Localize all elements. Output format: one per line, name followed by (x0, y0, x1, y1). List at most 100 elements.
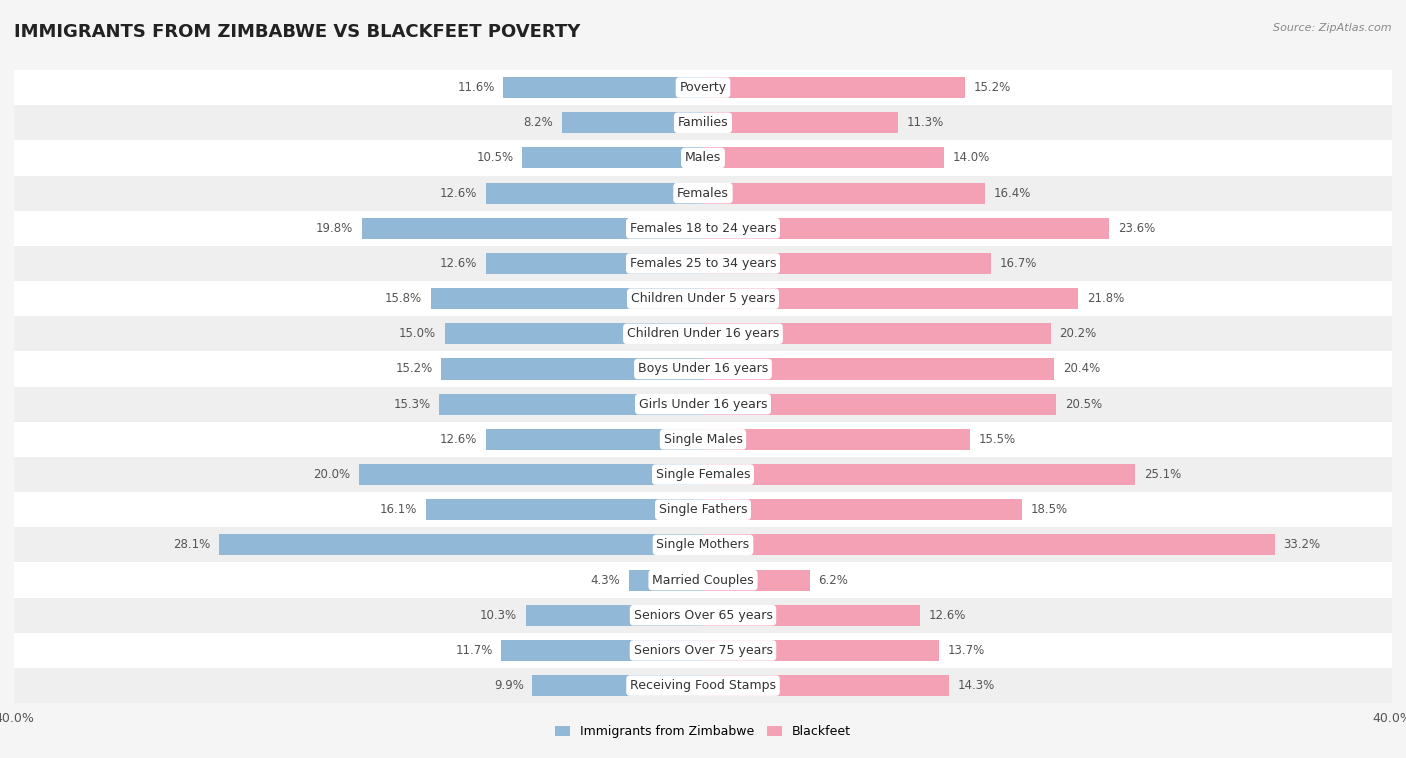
Bar (703, 429, 970, 450)
Bar (14, 528, 1392, 562)
Text: Single Males: Single Males (664, 433, 742, 446)
Text: 14.0%: 14.0% (953, 152, 990, 164)
Bar (502, 640, 703, 661)
Text: Girls Under 16 years: Girls Under 16 years (638, 398, 768, 411)
Text: Seniors Over 75 years: Seniors Over 75 years (634, 644, 772, 657)
Bar (703, 218, 1109, 239)
Bar (14, 316, 1392, 352)
Bar (14, 668, 1392, 703)
Text: Single Fathers: Single Fathers (659, 503, 747, 516)
Text: Children Under 5 years: Children Under 5 years (631, 292, 775, 305)
Bar (14, 562, 1392, 597)
Text: 15.2%: 15.2% (395, 362, 433, 375)
Bar (14, 421, 1392, 457)
Bar (703, 675, 949, 696)
Bar (703, 534, 1275, 556)
Text: 11.6%: 11.6% (457, 81, 495, 94)
Bar (526, 605, 703, 626)
Bar (703, 464, 1135, 485)
Text: 19.8%: 19.8% (316, 222, 353, 235)
Bar (486, 253, 703, 274)
Bar (361, 218, 703, 239)
Bar (703, 183, 986, 204)
Text: 10.3%: 10.3% (479, 609, 517, 622)
Bar (628, 569, 703, 590)
Text: 12.6%: 12.6% (440, 257, 478, 270)
Bar (703, 323, 1050, 344)
Text: 11.3%: 11.3% (907, 116, 943, 130)
Bar (14, 597, 1392, 633)
Bar (703, 605, 920, 626)
Text: 20.5%: 20.5% (1064, 398, 1102, 411)
Text: 16.4%: 16.4% (994, 186, 1032, 199)
Bar (486, 183, 703, 204)
Bar (14, 70, 1392, 105)
Text: 23.6%: 23.6% (1118, 222, 1156, 235)
Text: 15.8%: 15.8% (385, 292, 422, 305)
Text: 11.7%: 11.7% (456, 644, 494, 657)
Text: Source: ZipAtlas.com: Source: ZipAtlas.com (1274, 23, 1392, 33)
Bar (703, 640, 939, 661)
Text: 8.2%: 8.2% (523, 116, 553, 130)
Text: 15.5%: 15.5% (979, 433, 1015, 446)
Bar (562, 112, 703, 133)
Bar (430, 288, 703, 309)
Bar (219, 534, 703, 556)
Text: 15.0%: 15.0% (399, 327, 436, 340)
Text: IMMIGRANTS FROM ZIMBABWE VS BLACKFEET POVERTY: IMMIGRANTS FROM ZIMBABWE VS BLACKFEET PO… (14, 23, 581, 41)
Text: 20.2%: 20.2% (1060, 327, 1097, 340)
Text: Boys Under 16 years: Boys Under 16 years (638, 362, 768, 375)
Text: 15.3%: 15.3% (394, 398, 430, 411)
Bar (503, 77, 703, 98)
Text: Children Under 16 years: Children Under 16 years (627, 327, 779, 340)
Text: Single Females: Single Females (655, 468, 751, 481)
Text: 14.3%: 14.3% (957, 679, 995, 692)
Text: Seniors Over 65 years: Seniors Over 65 years (634, 609, 772, 622)
Bar (444, 323, 703, 344)
Bar (14, 246, 1392, 281)
Bar (533, 675, 703, 696)
Text: 25.1%: 25.1% (1144, 468, 1181, 481)
Text: 21.8%: 21.8% (1087, 292, 1125, 305)
Text: Receiving Food Stamps: Receiving Food Stamps (630, 679, 776, 692)
Text: Females 18 to 24 years: Females 18 to 24 years (630, 222, 776, 235)
Bar (14, 633, 1392, 668)
Text: 12.6%: 12.6% (440, 186, 478, 199)
Bar (14, 140, 1392, 176)
Bar (14, 387, 1392, 421)
Text: 28.1%: 28.1% (173, 538, 211, 551)
Text: 12.6%: 12.6% (440, 433, 478, 446)
Bar (359, 464, 703, 485)
Bar (440, 393, 703, 415)
Text: 10.5%: 10.5% (477, 152, 513, 164)
Legend: Immigrants from Zimbabwe, Blackfeet: Immigrants from Zimbabwe, Blackfeet (550, 720, 856, 744)
Text: 16.1%: 16.1% (380, 503, 418, 516)
Bar (703, 253, 991, 274)
Text: Single Mothers: Single Mothers (657, 538, 749, 551)
Bar (703, 393, 1056, 415)
Bar (703, 500, 1022, 520)
Bar (703, 288, 1078, 309)
Text: 18.5%: 18.5% (1031, 503, 1067, 516)
Bar (14, 211, 1392, 246)
Bar (703, 112, 897, 133)
Bar (14, 352, 1392, 387)
Text: 4.3%: 4.3% (591, 574, 620, 587)
Text: Married Couples: Married Couples (652, 574, 754, 587)
Bar (14, 457, 1392, 492)
Text: Families: Families (678, 116, 728, 130)
Text: 6.2%: 6.2% (818, 574, 848, 587)
Bar (441, 359, 703, 380)
Bar (14, 105, 1392, 140)
Bar (14, 492, 1392, 528)
Text: 12.6%: 12.6% (928, 609, 966, 622)
Text: 20.4%: 20.4% (1063, 362, 1101, 375)
Bar (486, 429, 703, 450)
Bar (426, 500, 703, 520)
Text: Males: Males (685, 152, 721, 164)
Text: 33.2%: 33.2% (1284, 538, 1320, 551)
Bar (703, 77, 965, 98)
Bar (522, 147, 703, 168)
Text: Females: Females (678, 186, 728, 199)
Bar (14, 281, 1392, 316)
